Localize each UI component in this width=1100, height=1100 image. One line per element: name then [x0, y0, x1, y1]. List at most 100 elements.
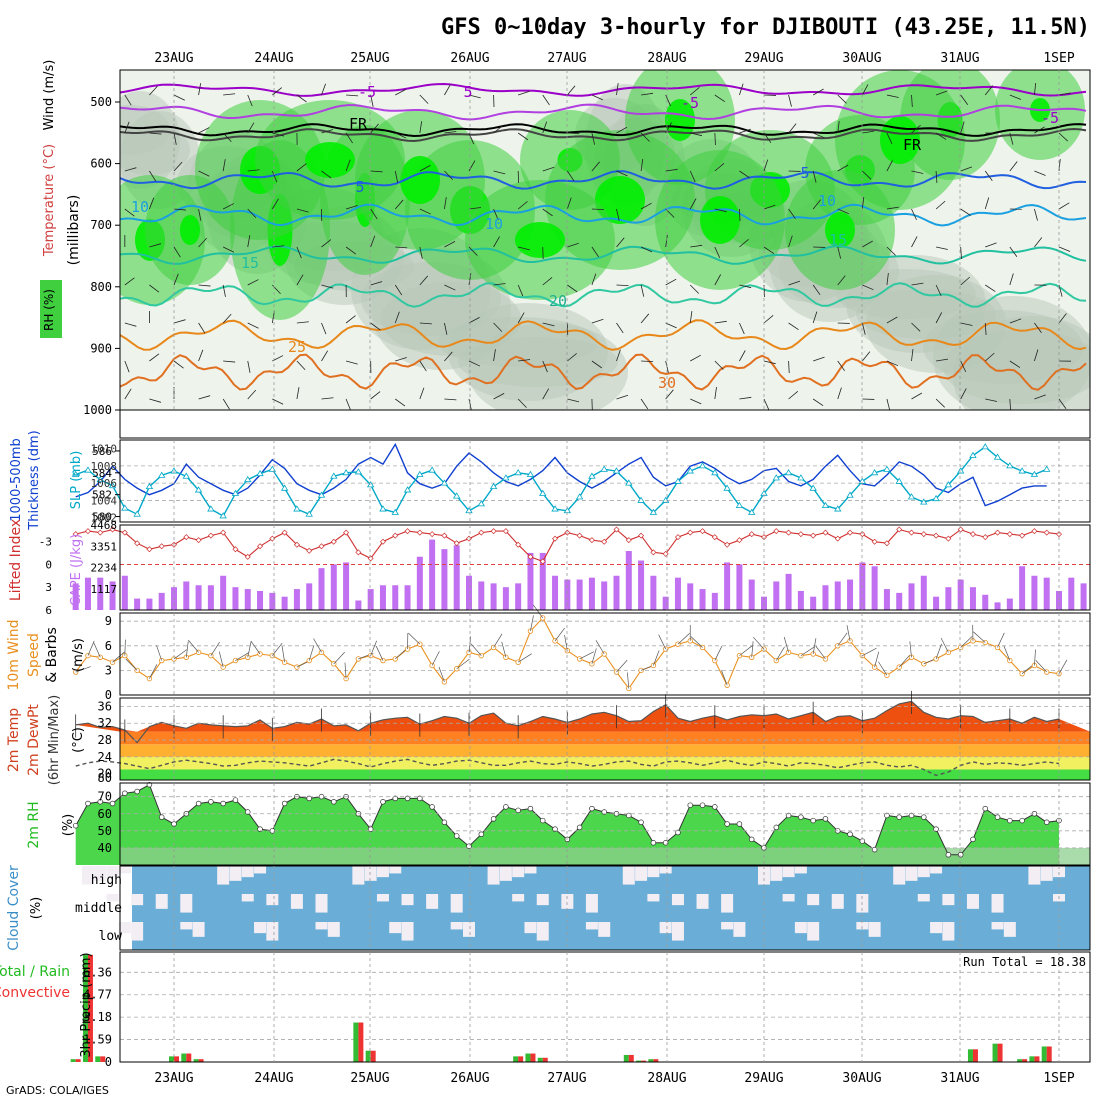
footer-credit: GrADS: COLA/IGES [6, 1084, 109, 1097]
slp-point [797, 474, 805, 481]
thickness-tick-label: 584 [92, 467, 112, 480]
wind-barb [173, 161, 183, 172]
cloud-clear-segment [155, 894, 168, 909]
rh-tick-label: 50 [98, 824, 112, 838]
wind-barb [100, 313, 106, 323]
wind-barb [222, 159, 226, 172]
precip-convective-bar [653, 1059, 659, 1062]
wind-barb [493, 633, 503, 648]
cloud-clear-segment [352, 866, 365, 885]
cloud-clear-segment [254, 866, 267, 874]
wind-barb [247, 322, 259, 329]
wind-barb [321, 350, 329, 362]
wind-barb [321, 170, 332, 179]
slp-point [416, 470, 424, 477]
wind-barb [862, 130, 875, 134]
rh-point [539, 817, 546, 824]
slp-point [526, 470, 535, 477]
wind-barb [456, 658, 470, 670]
contour-label: 30 [658, 374, 676, 392]
slp-point [821, 501, 830, 508]
wind-barb [296, 360, 306, 371]
wind-barb [370, 281, 383, 286]
wind-barb [739, 208, 741, 222]
slp-point [108, 481, 117, 489]
wind-barb [640, 246, 653, 253]
wind-barb [566, 197, 572, 210]
slp-point [194, 486, 203, 493]
contour-label: 10 [131, 198, 149, 216]
cloud-clear-segment [389, 922, 402, 934]
cloud-clear-segment [327, 922, 340, 937]
li-point [97, 529, 104, 536]
cape-bar [834, 581, 841, 610]
wind-barb [1034, 394, 1046, 400]
wind10m-axis-label: 10m Wind [6, 619, 22, 690]
li-point [773, 528, 780, 535]
cloud-clear-segment [831, 894, 844, 909]
cloud-clear-segment [94, 866, 107, 881]
rh-point [441, 819, 448, 826]
wind-barb [76, 394, 87, 399]
wind-barb [658, 634, 666, 650]
wind-barb [751, 641, 754, 658]
li-point [158, 543, 165, 550]
wind-barb [468, 360, 481, 367]
wind-barb [247, 122, 255, 134]
temperature-axis-label: Temperature (°C) [42, 144, 57, 257]
cloud-clear-segment [696, 894, 709, 909]
wind-barb [689, 311, 693, 324]
precip-tick-label: 6.36 [83, 965, 112, 979]
slp-frame [119, 439, 1091, 523]
wind-barb [837, 164, 849, 172]
wind-barb [419, 275, 429, 286]
wind-barb [763, 132, 772, 144]
rh-point [933, 826, 939, 832]
wind-barb [640, 398, 649, 410]
li-point [687, 529, 694, 536]
wind-barb [235, 652, 250, 661]
cloud-clear-segment [512, 894, 525, 902]
li-point [367, 555, 374, 562]
wind-barb [173, 94, 185, 101]
cloud-clear-segment [659, 866, 672, 874]
rh-high-blob [700, 196, 740, 244]
wind-barb [271, 198, 279, 210]
cape-bar [404, 585, 411, 610]
precip-convective-bar [1022, 1059, 1028, 1062]
rh-gray-blob [468, 323, 628, 410]
wind-barb [591, 161, 600, 172]
wind-barb [112, 651, 125, 663]
precip-convective-bar [641, 1060, 647, 1062]
wind-barb [223, 93, 236, 96]
wind-barb [87, 640, 95, 656]
wind-barb [591, 132, 596, 145]
li-point [404, 528, 411, 535]
cloud-clear-segment [131, 894, 144, 906]
li-point [306, 547, 313, 554]
li-point [478, 529, 485, 536]
wind-barb [198, 237, 207, 248]
rh-point [208, 799, 214, 805]
li-point [797, 531, 804, 538]
precip-frame [119, 951, 1091, 1063]
li-point [453, 540, 460, 547]
temp2m-axis-label: 2m Temp [6, 708, 22, 772]
wind-barb [911, 208, 917, 221]
wind-barb [739, 396, 752, 400]
wind-barb [370, 170, 383, 173]
wind-barb [198, 349, 204, 362]
wind-barb [763, 159, 769, 172]
rh-point [527, 805, 534, 812]
cape-bar [638, 560, 645, 610]
wind-barb [616, 170, 628, 177]
wind-barb [518, 90, 530, 96]
wind-barb [438, 666, 445, 682]
wind-barb [149, 85, 158, 96]
wind-barb [345, 159, 351, 172]
wind-barb [690, 132, 703, 137]
cloud-clear-segment [930, 922, 943, 934]
wind-barb [517, 398, 527, 408]
slp-point [514, 469, 522, 476]
cape-tick-label: 3351 [91, 540, 118, 553]
